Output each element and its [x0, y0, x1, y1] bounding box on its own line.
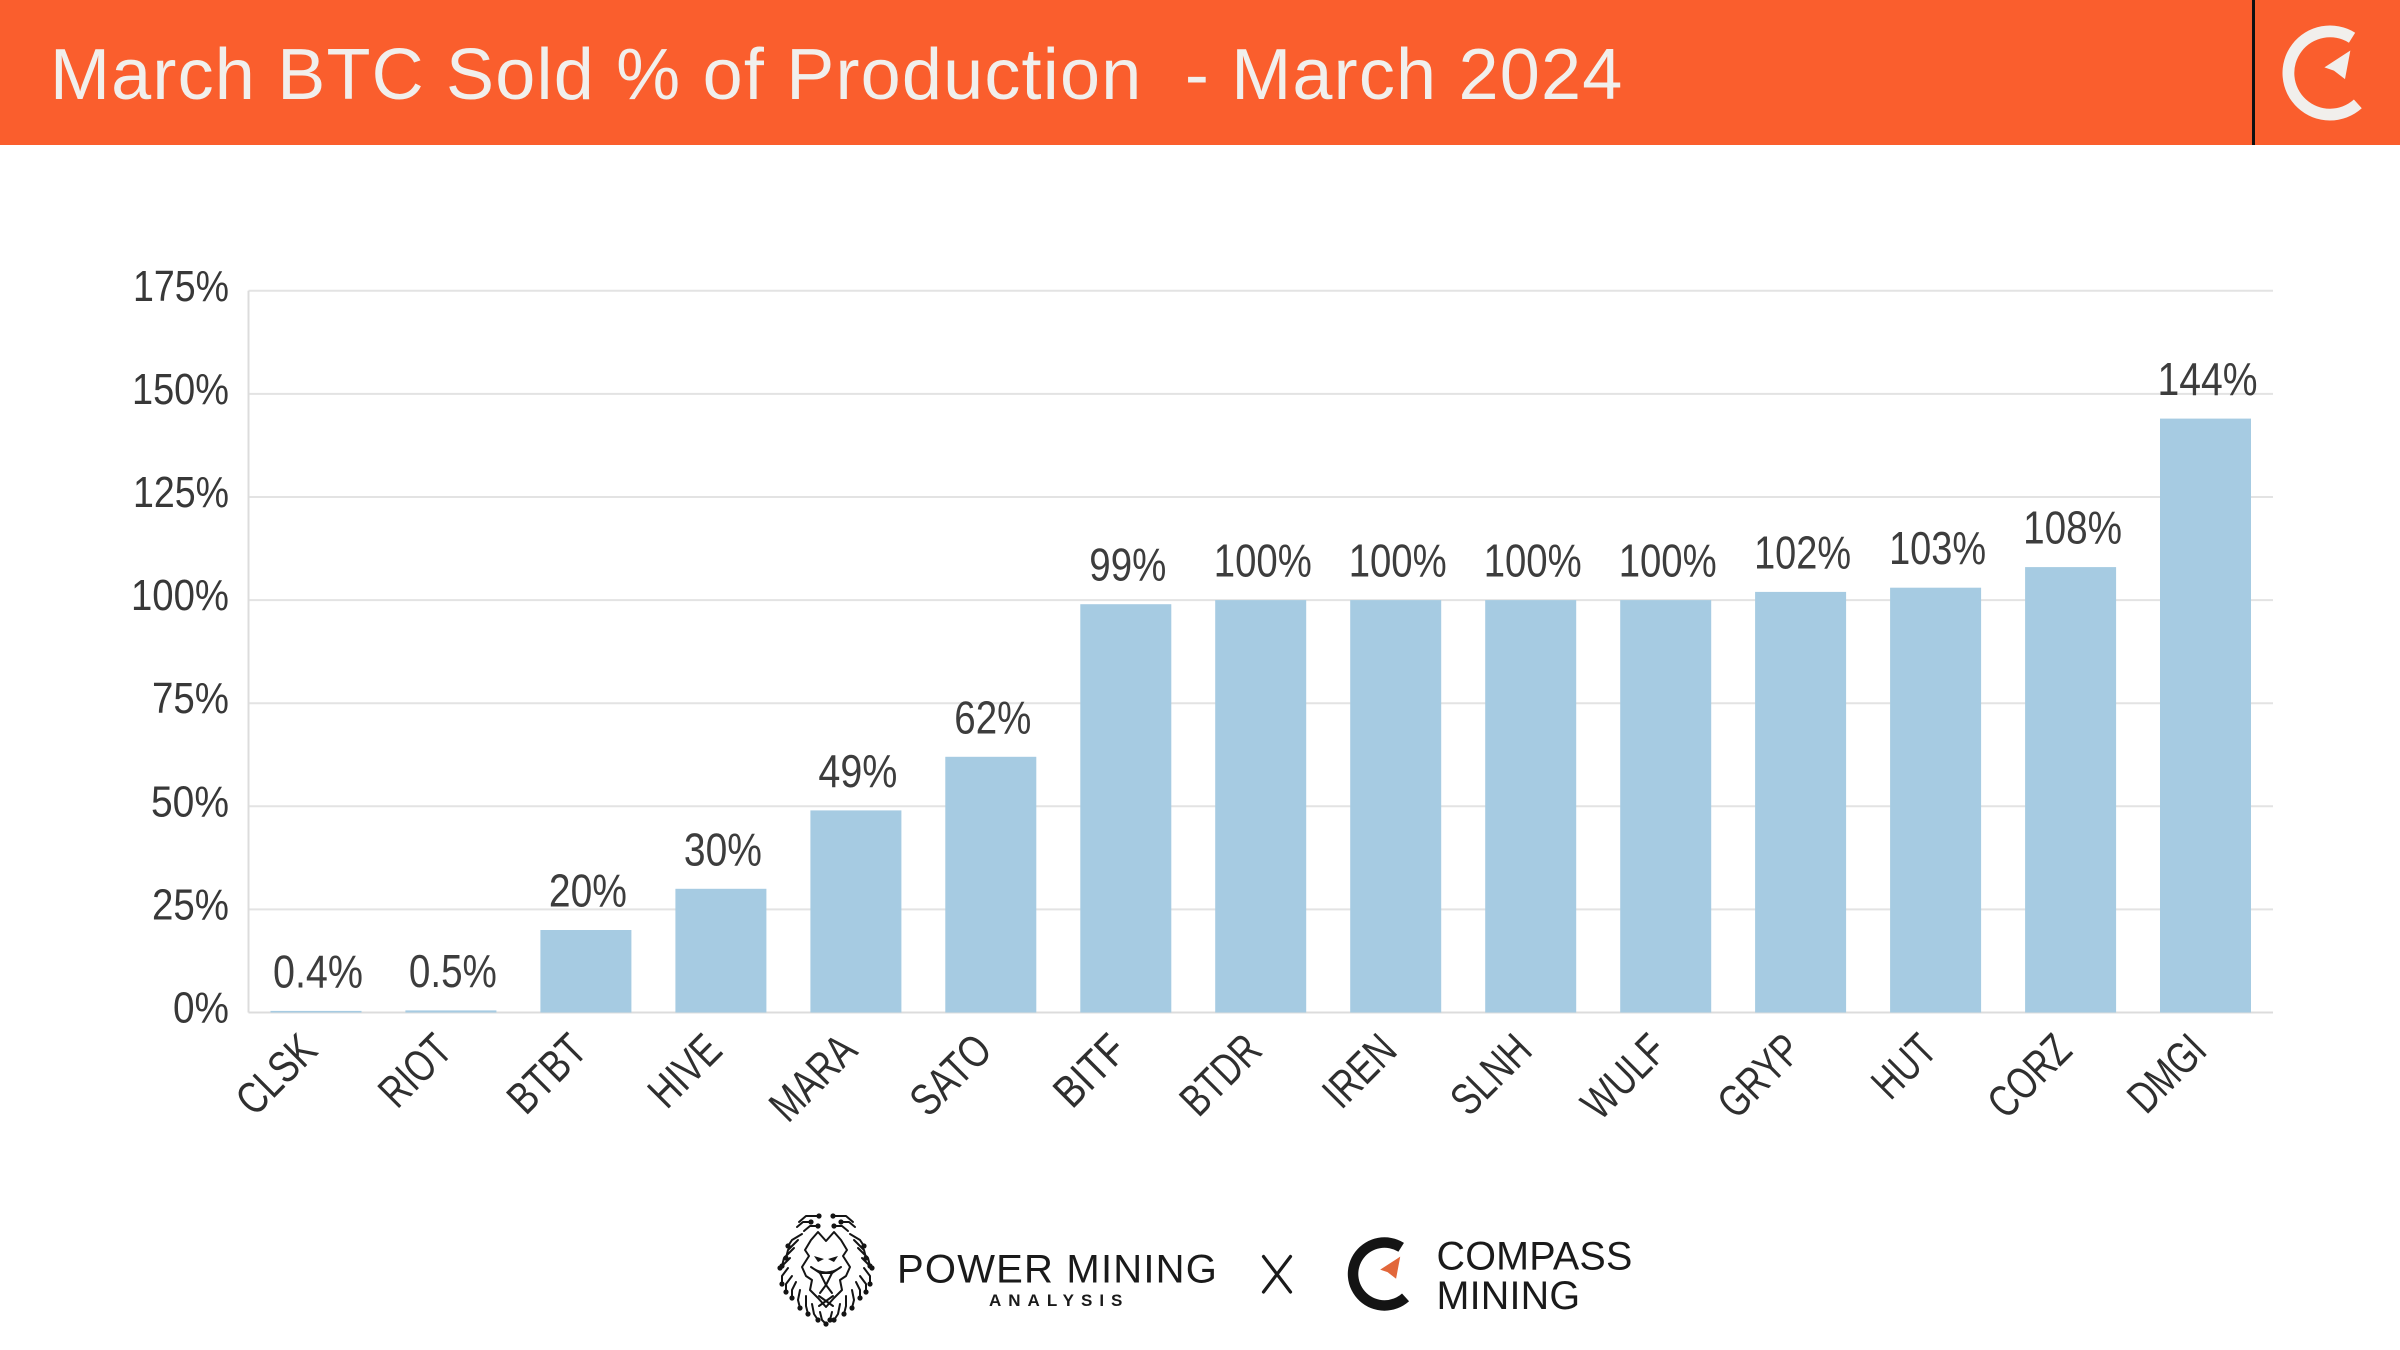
- svg-text:100%: 100%: [1484, 535, 1582, 587]
- svg-text:0%: 0%: [173, 984, 229, 1033]
- svg-text:HIVE: HIVE: [638, 1024, 732, 1118]
- svg-text:100%: 100%: [131, 571, 229, 620]
- svg-text:BTDR: BTDR: [1169, 1024, 1271, 1126]
- svg-text:100%: 100%: [1214, 535, 1312, 587]
- svg-text:RIOT: RIOT: [368, 1024, 461, 1117]
- svg-text:49%: 49%: [818, 745, 897, 797]
- svg-text:103%: 103%: [1889, 522, 1986, 574]
- svg-text:50%: 50%: [151, 777, 229, 826]
- svg-text:MINING: MINING: [1437, 1274, 1581, 1318]
- svg-text:30%: 30%: [684, 823, 762, 875]
- svg-text:108%: 108%: [2023, 502, 2122, 554]
- svg-text:100%: 100%: [1349, 535, 1447, 587]
- svg-text:IREN: IREN: [1312, 1024, 1406, 1118]
- svg-text:WULF: WULF: [1571, 1024, 1676, 1129]
- svg-text:102%: 102%: [1754, 526, 1851, 578]
- svg-text:62%: 62%: [954, 691, 1031, 743]
- svg-text:20%: 20%: [549, 865, 627, 917]
- svg-text:SLNH: SLNH: [1440, 1024, 1541, 1125]
- svg-text:125%: 125%: [133, 468, 229, 517]
- svg-text:CORZ: CORZ: [1977, 1024, 2081, 1128]
- svg-text:BITF: BITF: [1043, 1024, 1136, 1117]
- svg-text:POWER MINING: POWER MINING: [897, 1248, 1218, 1292]
- svg-text:100%: 100%: [1619, 535, 1717, 587]
- svg-text:75%: 75%: [152, 674, 229, 723]
- svg-text:175%: 175%: [133, 262, 229, 311]
- svg-text:COMPASS: COMPASS: [1437, 1235, 1633, 1279]
- svg-text:DMGI: DMGI: [2117, 1024, 2216, 1123]
- svg-text:SATO: SATO: [900, 1024, 1002, 1126]
- svg-text:BTBT: BTBT: [497, 1024, 597, 1124]
- svg-text:MARA: MARA: [759, 1024, 866, 1131]
- svg-text:0.4%: 0.4%: [273, 945, 363, 997]
- svg-text:25%: 25%: [152, 880, 229, 929]
- svg-text:CLSK: CLSK: [225, 1024, 326, 1125]
- svg-text:GRYP: GRYP: [1707, 1024, 1811, 1128]
- svg-text:99%: 99%: [1089, 539, 1166, 591]
- svg-text:0.5%: 0.5%: [409, 945, 497, 997]
- svg-text:144%: 144%: [2158, 353, 2258, 405]
- svg-text:150%: 150%: [132, 365, 229, 414]
- svg-text:HUT: HUT: [1861, 1024, 1946, 1109]
- svg-text:ANALYSIS: ANALYSIS: [989, 1291, 1129, 1310]
